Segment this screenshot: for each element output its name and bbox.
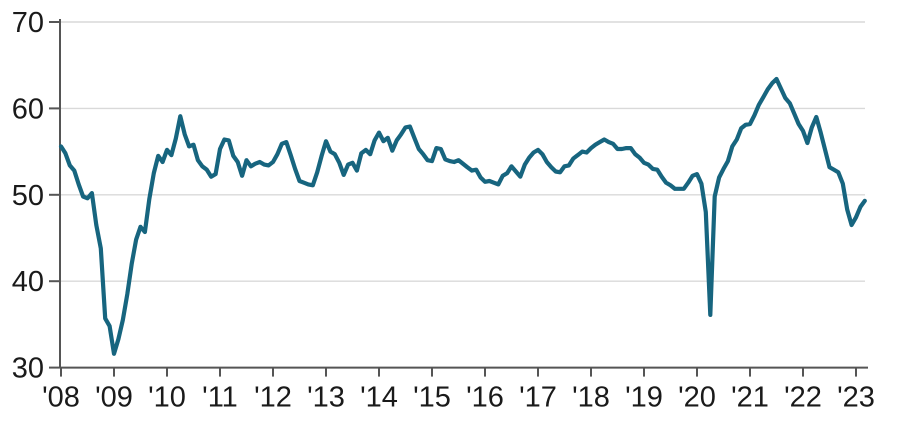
- x-tick-label-10: '10: [148, 382, 186, 414]
- x-tick-label-16: '16: [466, 382, 504, 414]
- x-tick-label-23: '23: [837, 382, 875, 414]
- x-tick-label-14: '14: [360, 382, 398, 414]
- x-tick-label-22: '22: [784, 382, 822, 414]
- x-tick-label-19: '19: [625, 382, 663, 414]
- x-axis-tick-labels: '08 '09 '10 '11 '12 '13 '14 '15 '16 '17 '18 '19 '20 '…: [42, 382, 875, 414]
- y-tick-label-40: 40: [12, 266, 44, 298]
- x-tick-label-12: '12: [254, 382, 292, 414]
- x-axis: [60, 366, 868, 377]
- y-tick-label-70: 70: [12, 7, 44, 39]
- x-tick-label-18: '18: [572, 382, 610, 414]
- x-tick-label-15: '15: [413, 382, 451, 414]
- x-tick-label-13: '13: [307, 382, 345, 414]
- x-tick-label-09: '09: [95, 382, 133, 414]
- y-tick-label-30: 30: [12, 353, 44, 385]
- y-axis-tick-labels: 30 40 50 60 70: [12, 7, 44, 385]
- pmi-series-line: [58, 76, 867, 356]
- x-tick-label-20: '20: [678, 382, 716, 414]
- x-tick-label-21: '21: [731, 382, 769, 414]
- y-axis: [49, 19, 61, 369]
- x-tick-label-17: '17: [519, 382, 557, 414]
- x-tick-label-11: '11: [202, 382, 238, 414]
- y-tick-label-50: 50: [12, 180, 44, 212]
- x-tick-label-08: '08: [42, 382, 80, 414]
- gridlines: [60, 21, 865, 282]
- pmi-line-series: [58, 76, 867, 356]
- y-tick-label-60: 60: [12, 93, 44, 125]
